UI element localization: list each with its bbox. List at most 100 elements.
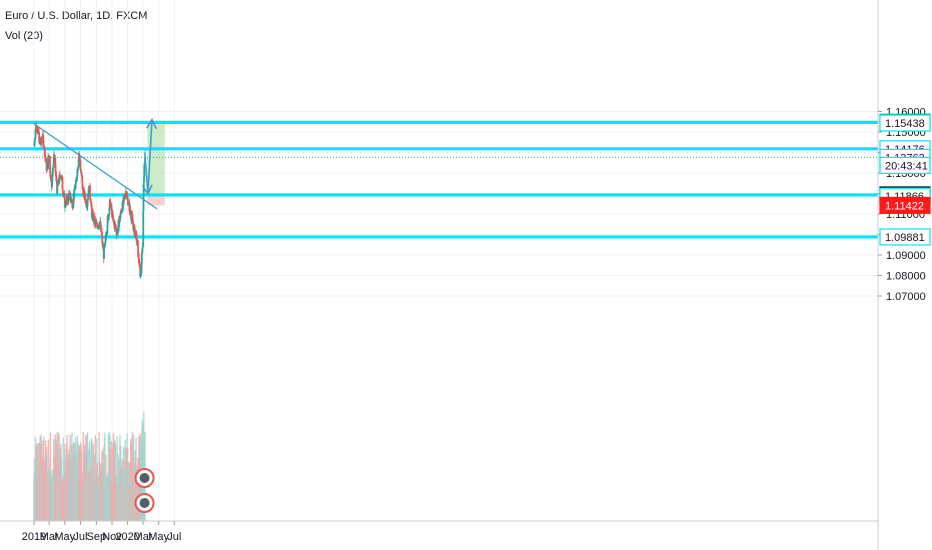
volume-bar — [37, 443, 40, 521]
candle-body — [89, 198, 92, 202]
time-tick-label: Mar — [40, 531, 59, 543]
price-badge — [879, 114, 931, 132]
candle-body — [105, 234, 108, 236]
volume-bar — [59, 455, 61, 521]
candle-body — [79, 160, 82, 170]
candle-body — [98, 222, 101, 227]
volume-bar — [95, 470, 97, 521]
time-tick-label: 2020 — [115, 531, 139, 543]
volume-bar — [44, 440, 47, 521]
arrow-up-icon — [146, 118, 158, 130]
volume-bar — [104, 432, 106, 521]
volume-bar — [91, 440, 93, 521]
candle-body — [49, 163, 52, 173]
candlesticks — [33, 121, 146, 279]
candle-body — [119, 215, 122, 219]
volume-bar — [107, 434, 110, 521]
candle-body — [56, 185, 59, 187]
horizontal-levels[interactable] — [0, 120, 878, 239]
candle-body — [86, 200, 89, 207]
candle-body — [129, 205, 131, 211]
candle-body — [44, 155, 47, 158]
candle-body — [86, 198, 89, 201]
volume-bar — [113, 438, 115, 521]
descending-trendline[interactable] — [33, 123, 158, 210]
volume-bar — [111, 481, 113, 521]
candle-body — [55, 175, 58, 182]
volume-indicator-label[interactable]: Vol (20) — [5, 30, 43, 42]
candle-body — [111, 209, 113, 218]
volume-bar — [48, 467, 50, 521]
candle-body — [72, 203, 75, 209]
candle-body — [138, 259, 140, 263]
volume-bar — [69, 480, 72, 521]
time-tick-label: Jul — [73, 531, 87, 543]
candle-body — [87, 188, 90, 197]
volume-bar — [35, 443, 38, 521]
candle-body — [38, 140, 41, 142]
candle-body — [118, 221, 121, 228]
candle-body — [142, 195, 145, 211]
price-badge — [879, 156, 931, 175]
candle-body — [100, 224, 102, 232]
volume-bar — [132, 434, 135, 521]
arrow-down-icon — [141, 184, 153, 196]
candle-body — [114, 224, 117, 228]
candle-body — [81, 182, 84, 189]
volume-bar — [50, 480, 52, 521]
dividend-icon-core — [139, 473, 150, 483]
time-tick-label: 2019 — [22, 531, 46, 543]
volume-bar — [127, 466, 129, 521]
volume-bar — [52, 482, 54, 521]
candle-body — [89, 185, 91, 196]
candle-body — [42, 133, 45, 138]
volume-bar — [64, 458, 66, 521]
candle-body — [133, 225, 136, 236]
volume-bar — [71, 459, 74, 521]
candle-body — [51, 168, 54, 177]
event-icons[interactable] — [134, 468, 155, 513]
volume-bar — [96, 485, 99, 521]
trendline[interactable] — [33, 123, 158, 210]
price-badge-label: 1.11422 — [885, 200, 924, 212]
volume-bar — [84, 454, 86, 521]
candle-body — [73, 188, 76, 198]
candle-body — [37, 127, 40, 133]
price-badge-label: 1.09881 — [885, 232, 925, 244]
candle-body — [112, 221, 115, 222]
candle-body — [76, 167, 79, 171]
candle-body — [122, 197, 125, 206]
volume-bar — [80, 450, 83, 521]
volume-bar — [82, 431, 84, 521]
candle-body — [127, 204, 130, 206]
candle-body — [140, 252, 143, 265]
volume-bar — [100, 469, 102, 521]
volume-bar — [73, 463, 75, 521]
candle-body — [85, 201, 88, 207]
candle-body — [143, 176, 145, 183]
volume-bar — [43, 436, 45, 521]
candle-body — [140, 264, 143, 273]
candle-body — [91, 212, 94, 218]
candle-body — [77, 158, 80, 168]
candle-body — [100, 231, 103, 232]
price-tick-label: 1.08000 — [886, 271, 926, 283]
candle-body — [121, 201, 124, 212]
projection-arrows[interactable] — [141, 118, 158, 196]
volume-bar — [98, 457, 101, 521]
candle-body — [103, 244, 106, 248]
volume-bar — [68, 454, 70, 521]
volume-bar — [131, 484, 133, 521]
price-axis[interactable]: 1.160001.150001.140001.130001.120001.110… — [877, 0, 926, 550]
volume-bar — [125, 466, 128, 521]
volume-bar — [66, 434, 68, 521]
volume-bar — [61, 481, 63, 521]
candle-body — [106, 225, 109, 235]
candle-body — [44, 157, 47, 159]
candle-body — [136, 240, 139, 247]
candle-body — [132, 223, 134, 226]
volume-bar — [46, 471, 49, 521]
volume-bar — [87, 479, 90, 521]
